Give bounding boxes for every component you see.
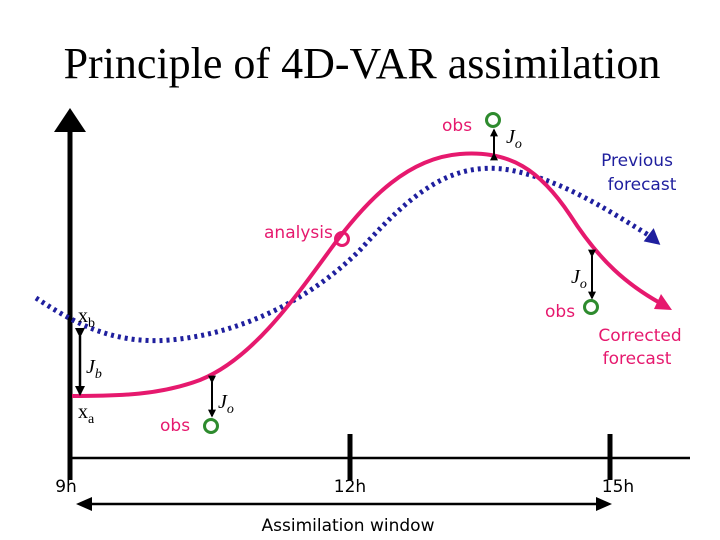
observation-top-icon bbox=[485, 112, 501, 128]
tick-label-12h: 12h bbox=[334, 477, 366, 497]
jb-label: Jb bbox=[86, 356, 102, 382]
corrected-forecast-label-line2: forecast bbox=[603, 349, 672, 369]
tick-label-15h: 15h bbox=[602, 477, 634, 497]
jo-right-label: Jo bbox=[571, 266, 587, 292]
corrected-forecast-curve bbox=[71, 151, 661, 398]
xb-sub: b bbox=[88, 316, 95, 331]
analysis-label: analysis bbox=[264, 223, 333, 243]
jo-top-sub: o bbox=[515, 137, 522, 152]
tick-label-9h: 9h bbox=[55, 477, 77, 497]
jo-top-label: Jo bbox=[506, 126, 522, 152]
jb-j: J bbox=[86, 356, 96, 378]
xb-label: xb bbox=[78, 305, 95, 331]
xa-x: x bbox=[78, 401, 88, 423]
previous-forecast-label-line1: Previous bbox=[601, 151, 673, 171]
jo-bottom-j: J bbox=[218, 391, 228, 413]
jo-bottom-sub: o bbox=[227, 402, 234, 417]
page-title: Principle of 4D-VAR assimilation bbox=[64, 39, 661, 88]
xb-x: x bbox=[78, 305, 88, 327]
jo-top-j: J bbox=[506, 126, 516, 148]
window-right-arrow-icon bbox=[596, 497, 612, 511]
jo-right-sub: o bbox=[580, 277, 587, 292]
jo-right-j: J bbox=[571, 266, 581, 288]
xa-sub: a bbox=[88, 412, 95, 427]
corrected-forecast-label-line1: Corrected bbox=[598, 326, 681, 346]
xa-label: xa bbox=[78, 401, 95, 427]
analysis-point-icon bbox=[334, 231, 350, 247]
observation-right-icon bbox=[583, 299, 599, 315]
corrected-forecast-arrow-icon bbox=[654, 294, 672, 310]
window-left-arrow-icon bbox=[76, 497, 92, 511]
previous-forecast-arrow-icon bbox=[643, 228, 661, 245]
obs-right-label: obs bbox=[545, 302, 575, 322]
assimilation-window-label: Assimilation window bbox=[262, 516, 435, 536]
previous-forecast-label-line2: forecast bbox=[608, 175, 677, 195]
previous-forecast-curve bbox=[34, 165, 652, 344]
obs-bottom-label: obs bbox=[160, 416, 190, 436]
obs-top-label: obs bbox=[442, 116, 472, 136]
jb-sub: b bbox=[95, 367, 102, 382]
vertical-axis-arrow-icon bbox=[54, 108, 86, 132]
jo-bottom-label: Jo bbox=[218, 391, 234, 417]
observation-bottom-icon bbox=[203, 418, 219, 434]
